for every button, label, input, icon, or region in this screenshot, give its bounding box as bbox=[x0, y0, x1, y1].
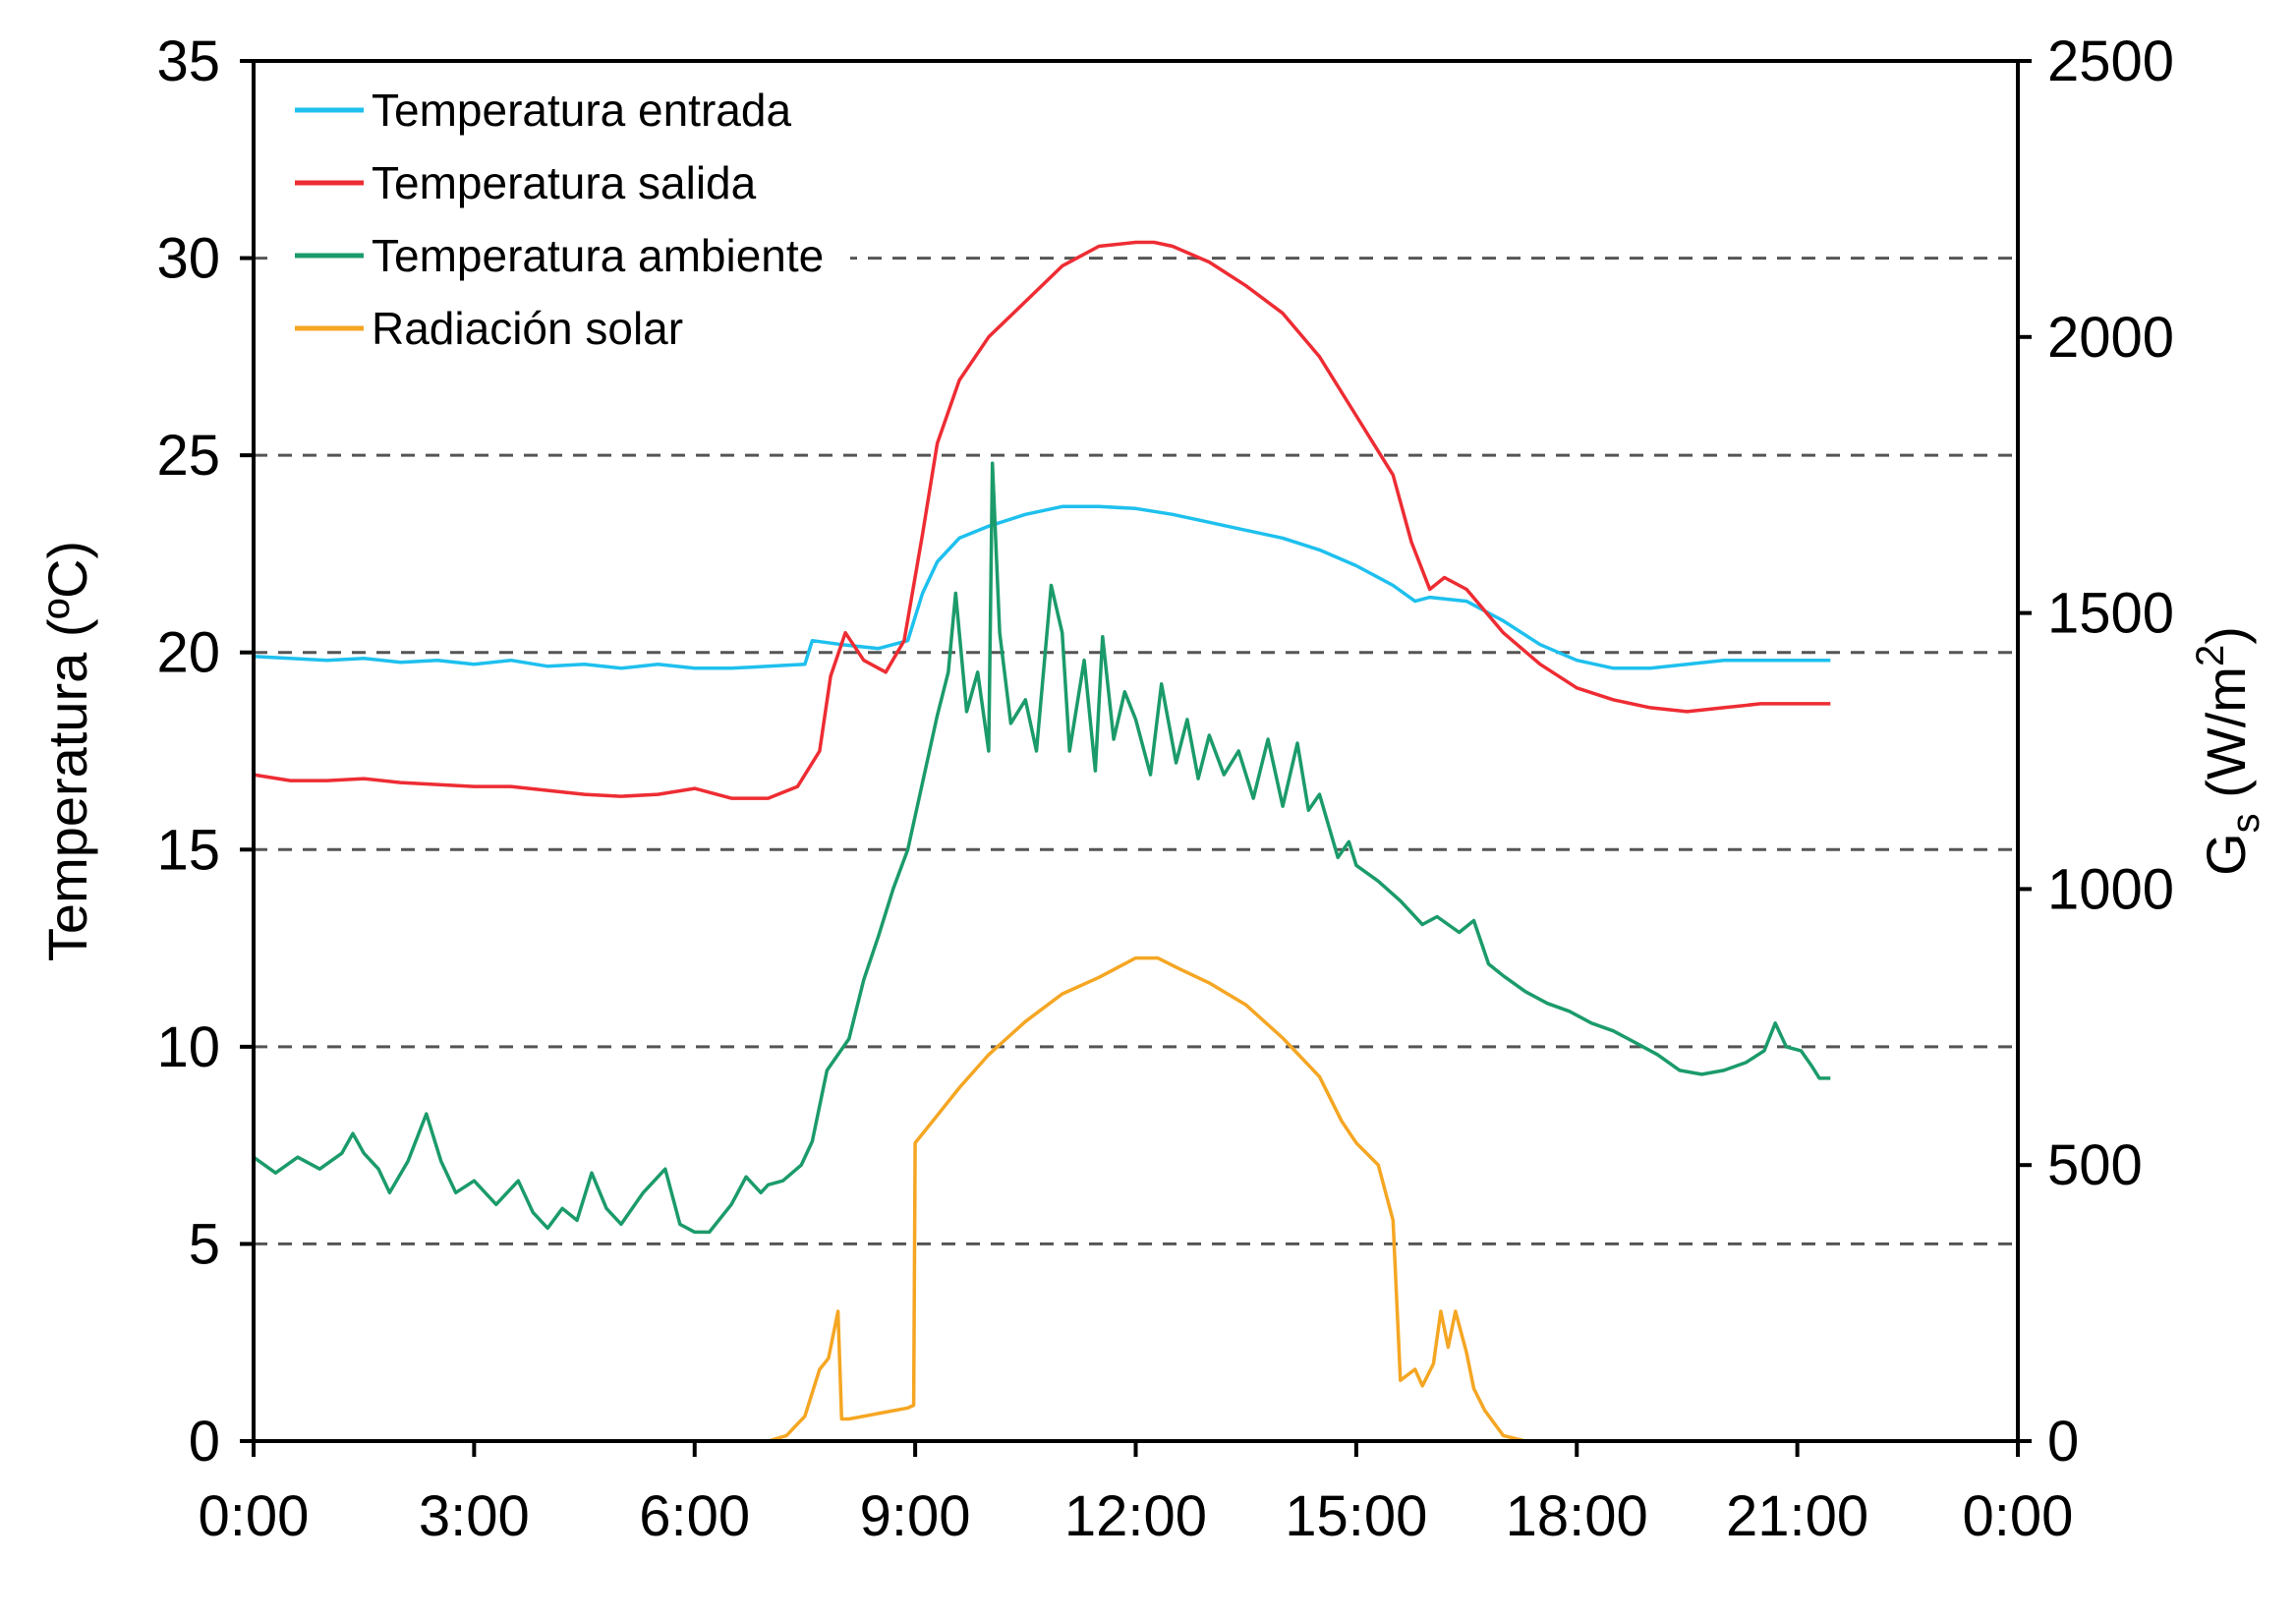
legend-background bbox=[275, 73, 850, 366]
y2-axis-title-unit: (W/m bbox=[2195, 666, 2257, 813]
y2-axis-title-superscript: 2 bbox=[2189, 645, 2232, 666]
gridlines bbox=[254, 257, 2018, 1245]
x-tick-label-5: 15:00 bbox=[1285, 1484, 1427, 1548]
series-radiacion-solar bbox=[254, 955, 1831, 1443]
legend: Temperatura entrada Temperatura salida Tem… bbox=[275, 73, 850, 366]
y2-axis-title-close: ) bbox=[2195, 626, 2257, 645]
x-tick-label-4: 12:00 bbox=[1064, 1484, 1207, 1548]
legend-label-temperatura-ambiente: Temperatura ambiente bbox=[372, 230, 824, 281]
x-tick-label-8: 0:00 bbox=[1963, 1484, 2074, 1548]
x-tick-label-6: 18:00 bbox=[1506, 1484, 1648, 1548]
y-tick-label-25: 25 bbox=[156, 424, 220, 488]
y-tick-label-10: 10 bbox=[156, 1015, 220, 1079]
series-temperatura-entrada bbox=[253, 504, 1831, 670]
legend-label-temperatura-salida: Temperatura salida bbox=[372, 157, 757, 208]
y2-tick-label-1000: 1000 bbox=[2047, 857, 2174, 921]
y2-tick-label-500: 500 bbox=[2047, 1133, 2143, 1197]
tick-labels: 0 5 10 15 20 25 30 35 0 500 1000 1500 2000 2500 0:00 3:… bbox=[156, 29, 2174, 1548]
y-tick-label-20: 20 bbox=[156, 621, 220, 685]
y2-tick-label-2500: 2500 bbox=[2047, 29, 2174, 93]
y2-tick-label-0: 0 bbox=[2047, 1410, 2079, 1474]
y-tick-label-5: 5 bbox=[189, 1212, 220, 1276]
y2-axis-title: Gs (W/m2) bbox=[2189, 626, 2267, 876]
y2-axis-title-subscript: s bbox=[2224, 813, 2267, 833]
y-tick-label-15: 15 bbox=[156, 818, 220, 882]
y2-tick-label-1500: 1500 bbox=[2047, 582, 2174, 646]
series-temperatura-ambiente bbox=[252, 461, 1831, 1235]
y-tick-label-35: 35 bbox=[156, 29, 220, 93]
legend-label-radiacion-solar: Radiación solar bbox=[372, 303, 683, 354]
x-tick-label-2: 6:00 bbox=[639, 1484, 750, 1548]
x-tick-label-7: 21:00 bbox=[1726, 1484, 1868, 1548]
y2-axis-title-base: G bbox=[2195, 833, 2257, 876]
series-temperatura-salida bbox=[253, 240, 1831, 800]
legend-label-temperatura-entrada: Temperatura entrada bbox=[372, 85, 791, 136]
x-tick-label-0: 0:00 bbox=[199, 1484, 310, 1548]
x-tick-label-1: 3:00 bbox=[419, 1484, 530, 1548]
axis-ticks bbox=[240, 59, 2032, 1457]
x-tick-label-3: 9:00 bbox=[860, 1484, 971, 1548]
y-tick-label-0: 0 bbox=[189, 1410, 220, 1474]
y-tick-label-30: 30 bbox=[156, 227, 220, 291]
y-axis-title: Temperatura (ºC) bbox=[36, 541, 98, 961]
y2-tick-label-2000: 2000 bbox=[2047, 306, 2174, 370]
series-lines bbox=[252, 240, 1831, 1443]
